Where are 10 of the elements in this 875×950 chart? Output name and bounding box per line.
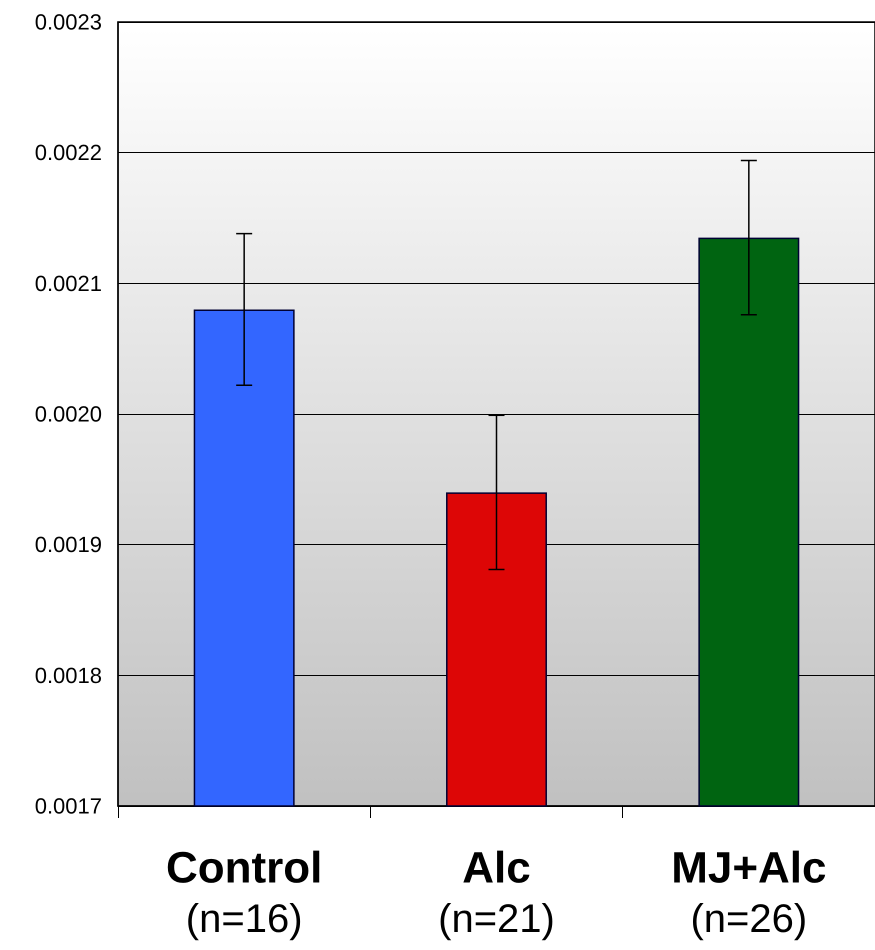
y-tick-label: 0.0023	[34, 10, 102, 34]
y-tick-label: 0.0022	[34, 140, 102, 166]
y-tick-label: 0.0020	[34, 402, 102, 426]
y-tick-label: 0.0018	[34, 662, 102, 688]
x-tick-label: Control (n=16)	[166, 844, 322, 941]
y-tick-label: 0.0019	[34, 532, 102, 558]
y-tick-label: 0.0017	[34, 794, 102, 818]
x-tick-label: MJ+Alc (n=26)	[671, 844, 826, 941]
y-tick-label: 0.0021	[34, 270, 102, 296]
x-tick-label: Alc (n=21)	[438, 844, 555, 941]
